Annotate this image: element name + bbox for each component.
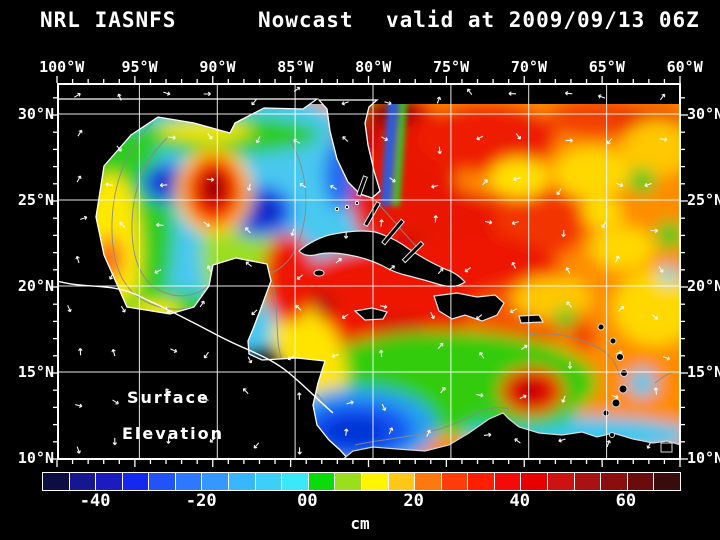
colorbar-tick-label: -20 <box>185 491 217 511</box>
top-axis-label: 75°W <box>433 58 470 76</box>
colorbar-segment <box>174 473 202 490</box>
colorbar-segment <box>573 473 601 490</box>
colorbar-segment <box>95 473 122 490</box>
colorbar-segment <box>254 473 282 490</box>
colorbar-segment <box>68 473 96 490</box>
left-axis-label: 10°N <box>17 449 54 467</box>
colorbar-tick-label: 00 <box>297 491 318 511</box>
top-axis-label: 70°W <box>510 58 547 76</box>
title-product: Nowcast <box>258 8 354 32</box>
island-hispaniola <box>433 292 505 322</box>
top-axis-label: 100°W <box>39 58 85 76</box>
island-isla-juventud <box>313 269 325 277</box>
top-axis-label: 95°W <box>121 58 158 76</box>
colorbar-segment <box>334 473 361 490</box>
top-axis-label: 90°W <box>199 58 236 76</box>
current-vector-arrows <box>67 86 671 455</box>
colorbar-segment <box>600 473 627 490</box>
right-axis-label: 15°N <box>687 363 720 381</box>
overlay-label-surface: Surface <box>127 388 210 407</box>
island-puerto-rico <box>518 314 545 324</box>
colorbar-segment <box>520 473 547 490</box>
colorbar-tick-label: 20 <box>403 491 424 511</box>
colorbar-tick-label: 40 <box>509 491 530 511</box>
colorbar-segment <box>121 473 149 490</box>
left-axis-label: 30°N <box>17 105 54 123</box>
top-axis-label: 80°W <box>355 58 392 76</box>
title-model: NRL IASNFS <box>40 8 177 32</box>
colorbar-tick-label: -40 <box>79 491 111 511</box>
land-masses <box>57 83 681 460</box>
left-axis-label: 20°N <box>17 277 54 295</box>
islands-lesser-antilles <box>597 323 673 453</box>
colorbar-segment <box>148 473 175 490</box>
land-florida <box>317 99 381 199</box>
colorbar-segment <box>653 473 680 490</box>
right-axis-label: 30°N <box>687 105 720 123</box>
island-jamaica <box>353 307 388 321</box>
island-trinidad <box>660 442 673 453</box>
right-axis-label: 25°N <box>687 191 720 209</box>
right-axis-label: 10°N <box>687 449 720 467</box>
map-canvas <box>50 76 688 467</box>
colorbar-segment <box>387 473 415 490</box>
axis-ticks <box>50 76 688 467</box>
land-north-america-central-america <box>57 98 350 460</box>
colorbar-segment <box>440 473 468 490</box>
right-axis-label: 20°N <box>687 277 720 295</box>
colorbar <box>42 472 681 491</box>
colorbar-segment <box>281 473 308 490</box>
colorbar-segment <box>43 473 69 490</box>
graticule <box>57 83 681 460</box>
colorbar-segment <box>467 473 494 490</box>
top-axis-label: 60°W <box>666 58 703 76</box>
top-axis-label: 65°W <box>588 58 625 76</box>
colorbar-segment <box>201 473 229 490</box>
overlay-label-elevation: Elevation <box>122 424 225 443</box>
colorbar-tick-label: 60 <box>615 491 637 511</box>
islands-bahamas <box>356 175 425 264</box>
colorbar-segment <box>307 473 335 490</box>
colorbar-segment <box>228 473 255 490</box>
map-frame <box>57 83 681 460</box>
colorbar-unit: cm <box>350 514 370 533</box>
colorbar-segment <box>626 473 654 490</box>
top-axis-label: 85°W <box>277 58 314 76</box>
colorbar-segment <box>493 473 521 490</box>
colorbar-segment <box>360 473 388 490</box>
title-valid-time: valid at 2009/09/13 06Z <box>386 8 700 32</box>
elevation-field <box>57 83 681 460</box>
colorbar-segment <box>546 473 574 490</box>
left-axis-label: 15°N <box>17 363 54 381</box>
colorbar-segment <box>414 473 441 490</box>
left-axis-label: 25°N <box>17 191 54 209</box>
